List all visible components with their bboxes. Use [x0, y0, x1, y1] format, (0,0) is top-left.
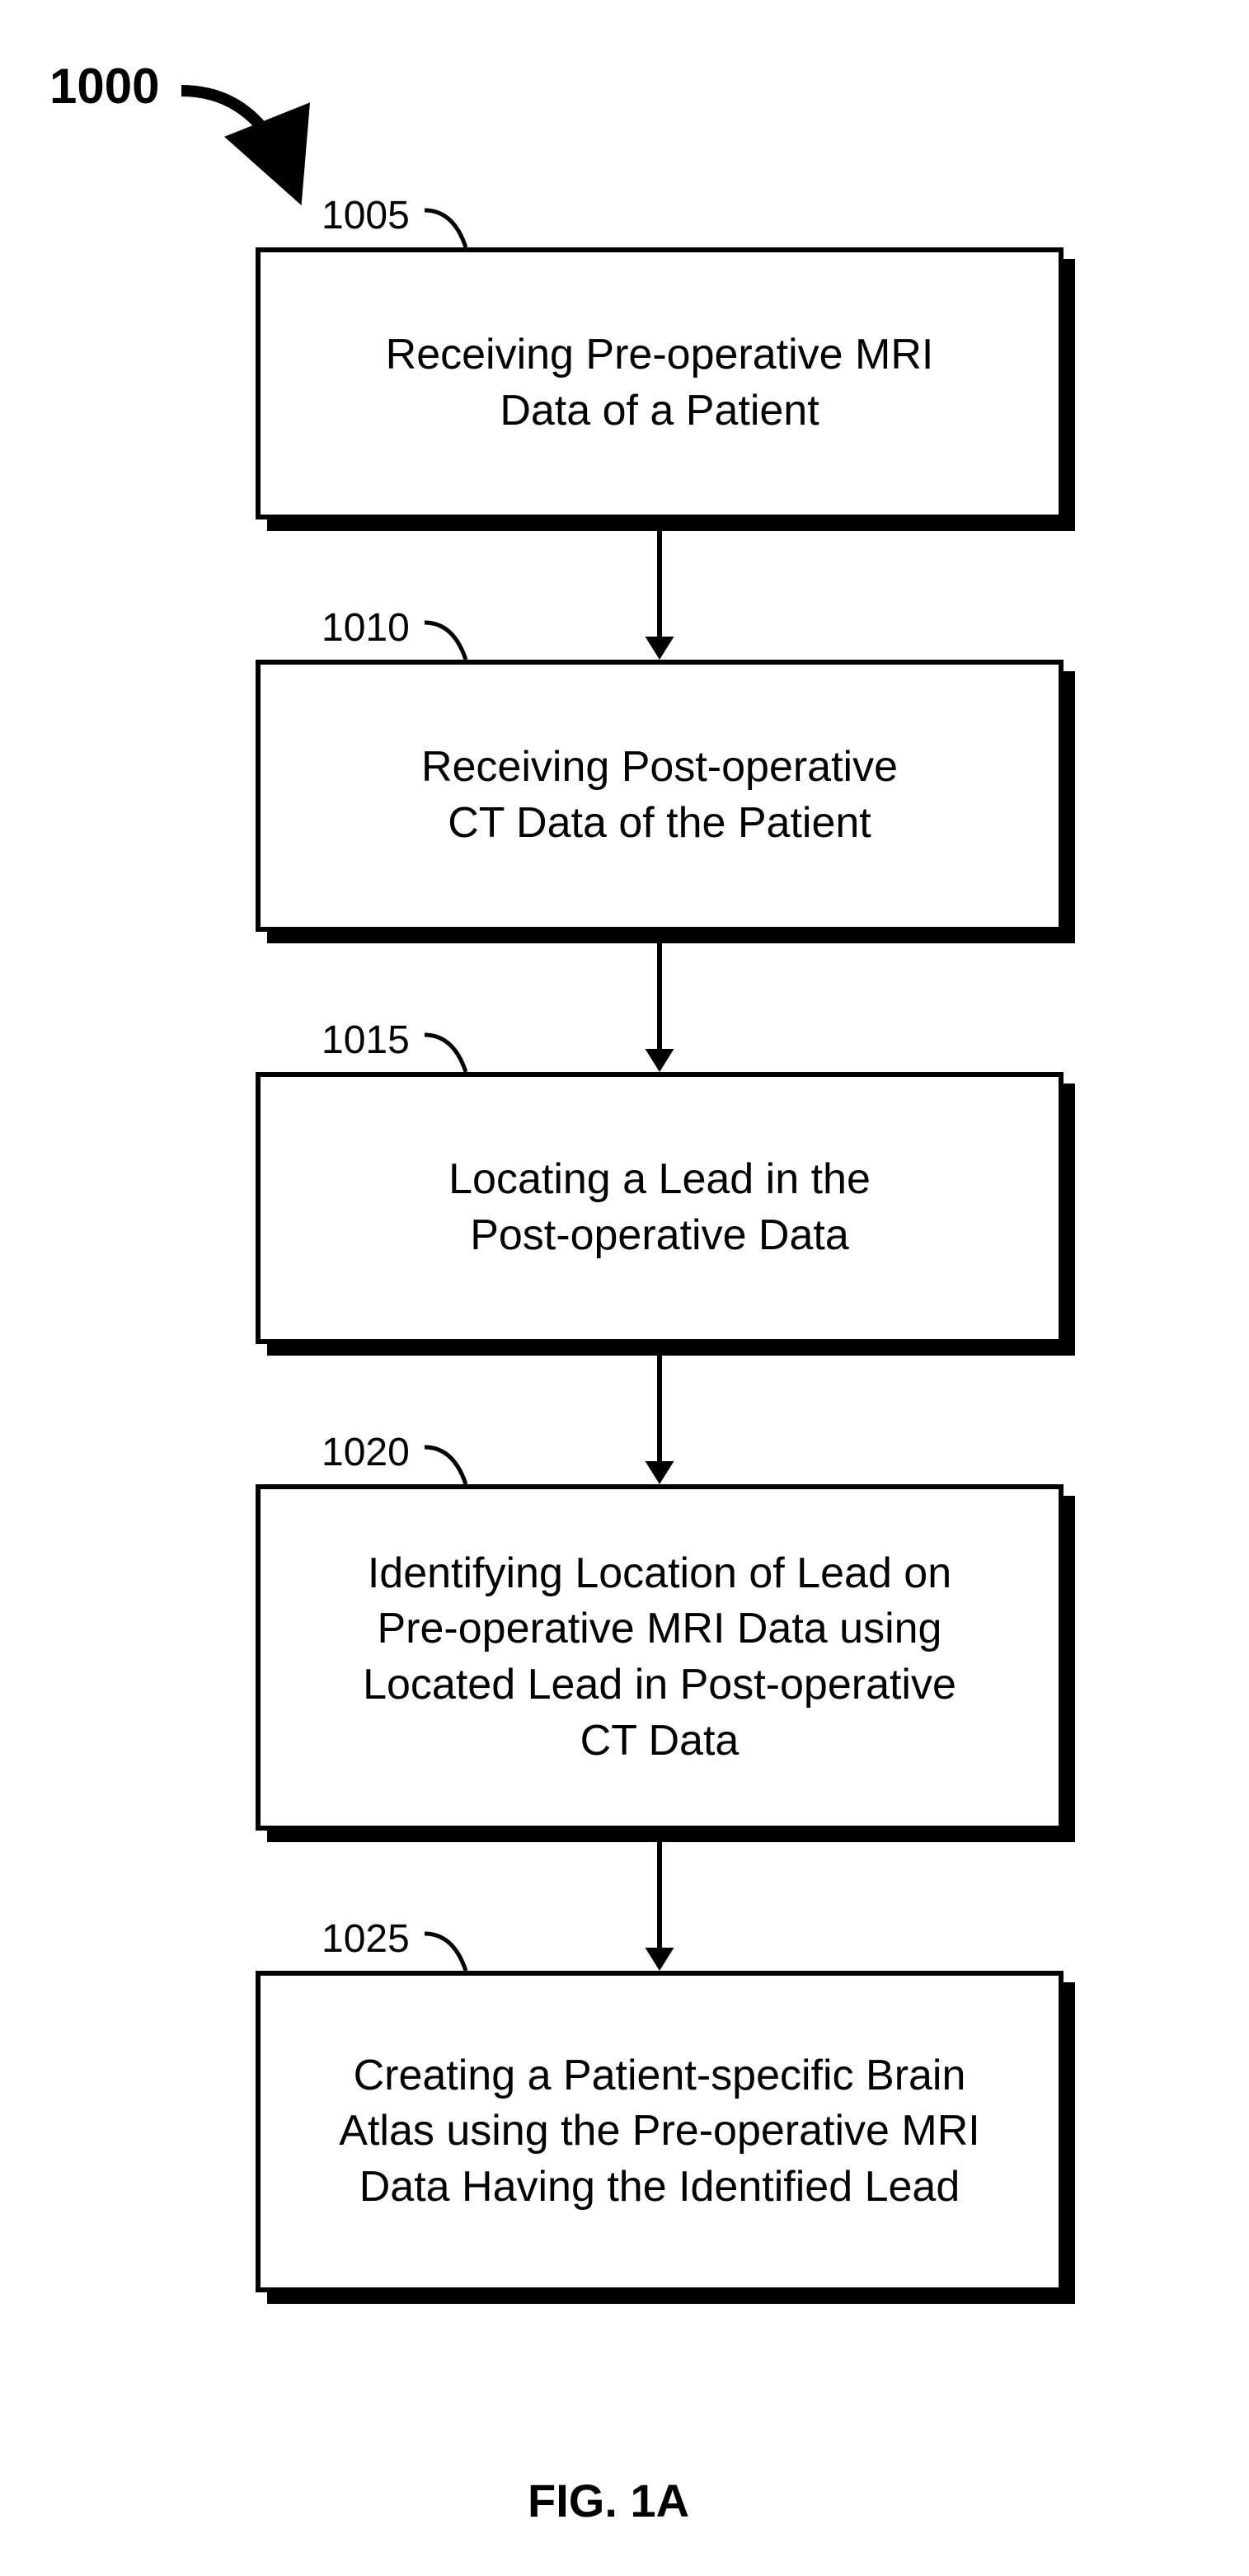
arrow-1020-to-1025 — [635, 1842, 684, 1971]
flow-step-1025: 1025Creating a Patient-specific BrainAtl… — [0, 0, 1249, 1]
step-label-1025: 1025 — [322, 1916, 410, 1962]
step-box-1015: Locating a Lead in thePost-operative Dat… — [256, 1072, 1064, 1344]
arrow-1015-to-1020 — [635, 1356, 684, 1484]
step-box-1025: Creating a Patient-specific BrainAtlas u… — [256, 1971, 1064, 2292]
step-label-1005: 1005 — [322, 193, 410, 238]
step-label-1010: 1010 — [322, 605, 410, 651]
figure-caption: FIG. 1A — [528, 2474, 689, 2527]
step-text-1025: Creating a Patient-specific BrainAtlas u… — [339, 2048, 979, 2216]
step-label-1015: 1015 — [322, 1018, 410, 1063]
step-box-1010: Receiving Post-operativeCT Data of the P… — [256, 660, 1064, 932]
figure-id-label: 1000 — [49, 58, 159, 115]
step-box-1005: Receiving Pre-operative MRIData of a Pat… — [256, 247, 1064, 519]
step-text-1010: Receiving Post-operativeCT Data of the P… — [421, 740, 898, 851]
arrow-1010-to-1015 — [635, 943, 684, 1072]
step-text-1015: Locating a Lead in thePost-operative Dat… — [448, 1152, 871, 1263]
step-box-1020: Identifying Location of Lead onPre-opera… — [256, 1484, 1064, 1831]
step-label-1020: 1020 — [322, 1430, 410, 1475]
step-text-1020: Identifying Location of Lead onPre-opera… — [363, 1546, 956, 1769]
step-text-1005: Receiving Pre-operative MRIData of a Pat… — [386, 327, 934, 439]
figure-id-arrow — [165, 74, 330, 214]
arrow-1005-to-1010 — [635, 531, 684, 660]
